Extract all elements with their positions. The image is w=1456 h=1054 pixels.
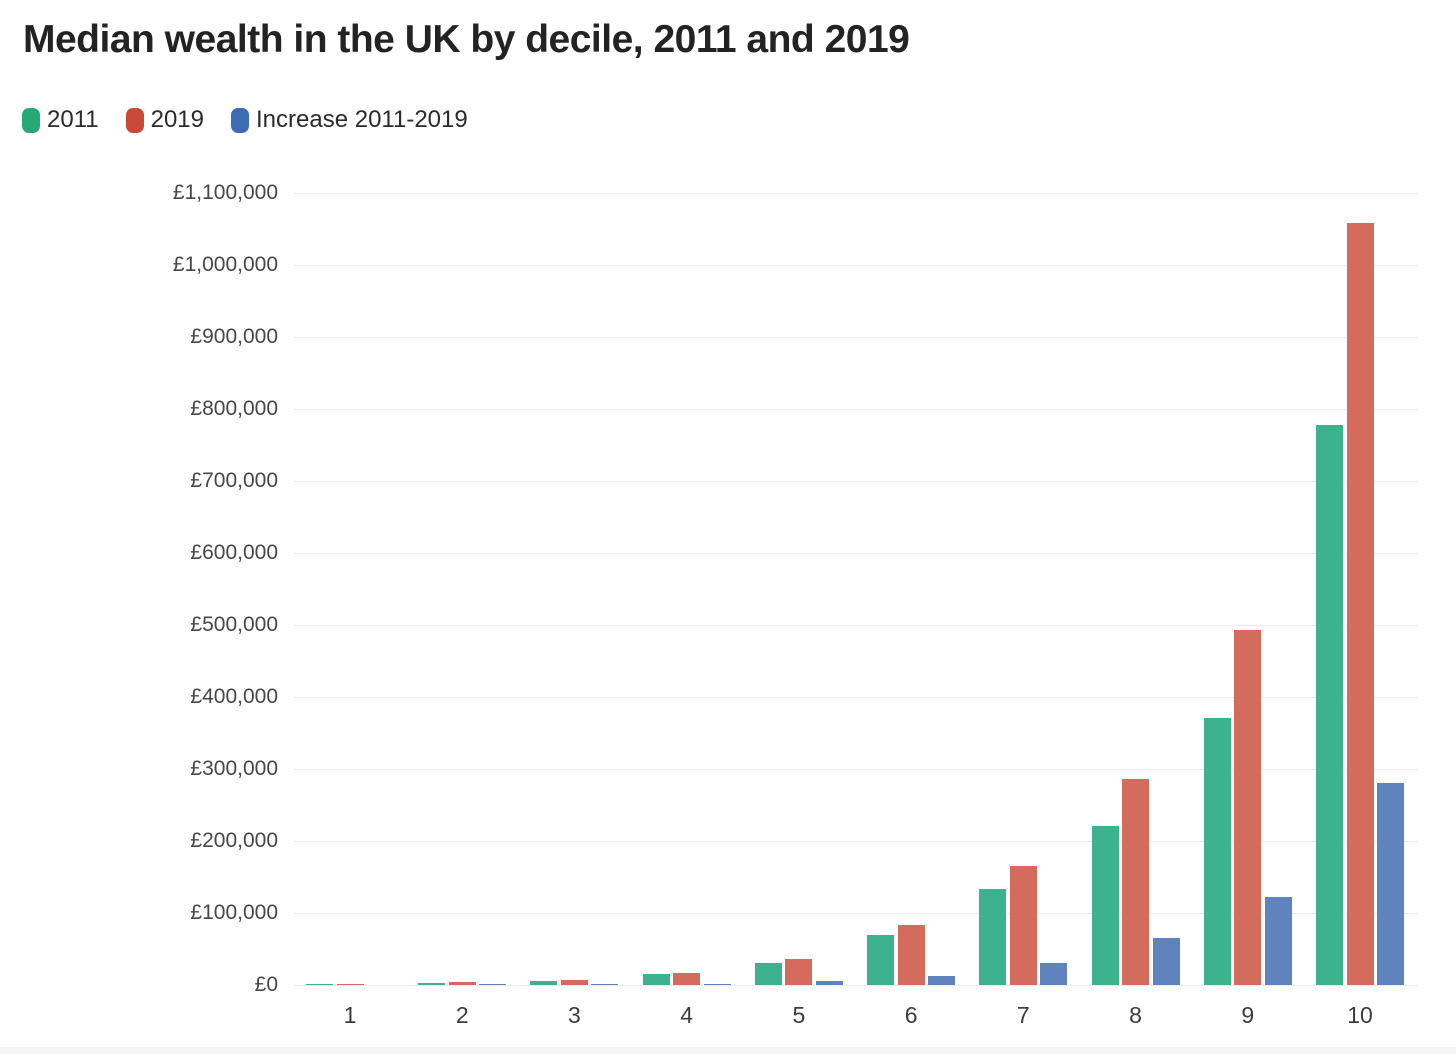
x-axis-tick-label-decile-10: 10 <box>1347 1002 1373 1028</box>
legend-swatch-icon <box>231 107 249 133</box>
gridline-100000 <box>293 913 1418 914</box>
bar-2011-decile-1 <box>306 984 333 985</box>
x-axis-tick-label-decile-3: 3 <box>568 1002 581 1028</box>
y-axis-tick-label: £400,000 <box>190 685 278 708</box>
y-axis-tick-label: £900,000 <box>190 325 278 348</box>
bar-2019-decile-4 <box>673 972 701 985</box>
bar-2019-decile-5 <box>785 959 813 985</box>
y-axis-tick-label: £700,000 <box>190 469 278 492</box>
bar-increase-2011-2019-decile-4 <box>703 983 731 985</box>
y-axis-tick-label: £800,000 <box>190 397 278 420</box>
y-axis-tick-label: £300,000 <box>190 757 278 780</box>
legend-swatch-icon <box>125 107 144 133</box>
bar-2011-decile-3 <box>530 980 558 985</box>
bar-2019-decile-7 <box>1009 866 1037 985</box>
legend-item-2019: 2019 <box>125 106 204 134</box>
bar-increase-2011-2019-decile-3 <box>591 984 619 985</box>
bar-2019-decile-2 <box>448 982 476 985</box>
bar-increase-2011-2019-decile-2 <box>479 984 507 985</box>
y-axis-tick-label: £600,000 <box>190 541 278 564</box>
bar-2019-decile-9 <box>1234 630 1262 985</box>
x-axis-tick-label-decile-7: 7 <box>1016 1002 1030 1028</box>
y-axis-tick-label: £100,000 <box>190 901 278 924</box>
legend-label: 2019 <box>150 106 204 133</box>
gridline-0 <box>293 985 1418 986</box>
bar-2011-decile-9 <box>1203 717 1231 985</box>
bar-2019-decile-3 <box>560 979 588 985</box>
bar-2011-decile-8 <box>1091 825 1119 985</box>
x-axis-tick-label-decile-5: 5 <box>792 1002 806 1028</box>
x-axis-tick-label-decile-9: 9 <box>1241 1002 1255 1028</box>
gridline-500000 <box>293 625 1418 626</box>
gridline-900000 <box>293 337 1418 338</box>
legend-item-increase-2011-2019: Increase 2011-2019 <box>231 106 468 134</box>
gridline-300000 <box>293 769 1418 770</box>
bar-increase-2011-2019-decile-8 <box>1152 938 1180 985</box>
bar-2019-decile-1 <box>336 984 364 985</box>
bar-2011-decile-6 <box>867 934 895 985</box>
gridline-800000 <box>293 409 1418 410</box>
x-axis-tick-label-decile-6: 6 <box>904 1002 918 1028</box>
bar-2011-decile-4 <box>642 974 670 985</box>
legend-label: Increase 2011-2019 <box>256 106 468 133</box>
bar-2019-decile-6 <box>897 925 925 985</box>
y-axis-tick-label: £1,100,000 <box>172 181 278 204</box>
chart-title: Median wealth in the UK by decile, 2011 … <box>23 18 910 61</box>
bar-2019-decile-10 <box>1346 223 1374 985</box>
legend-item-2011: 2011 <box>22 106 99 134</box>
y-axis-tick-label: £200,000 <box>190 829 278 852</box>
bar-increase-2011-2019-decile-6 <box>928 975 956 985</box>
bar-increase-2011-2019-decile-9 <box>1264 897 1292 985</box>
bar-2011-decile-5 <box>754 962 782 985</box>
legend: 2011 2019 Increase 2011-2019 <box>22 106 468 134</box>
x-axis-tick-label-decile-4: 4 <box>680 1002 694 1028</box>
gridline-200000 <box>293 841 1418 842</box>
gridline-400000 <box>293 697 1418 698</box>
y-axis-tick-label: £1,000,000 <box>172 253 278 276</box>
bar-2011-decile-7 <box>979 888 1007 985</box>
gridline-700000 <box>293 481 1418 482</box>
bar-2011-decile-10 <box>1316 424 1343 985</box>
bar-increase-2011-2019-decile-10 <box>1377 783 1404 985</box>
x-axis-tick-label-decile-2: 2 <box>455 1002 469 1028</box>
y-axis-tick-label: £0 <box>254 973 278 996</box>
gridline-600000 <box>293 553 1418 554</box>
x-axis-tick-label-decile-1: 1 <box>343 1002 357 1028</box>
next-section-edge <box>0 1047 1456 1054</box>
bar-2019-decile-8 <box>1122 779 1150 985</box>
bar-increase-2011-2019-decile-7 <box>1040 962 1068 985</box>
gridline-1100000 <box>293 193 1418 194</box>
bar-increase-2011-2019-decile-5 <box>815 981 843 985</box>
x-axis-tick-label-decile-8: 8 <box>1129 1002 1142 1028</box>
legend-swatch-icon <box>22 107 40 133</box>
gridline-1000000 <box>293 265 1418 266</box>
legend-label: 2011 <box>47 106 99 133</box>
y-axis-tick-label: £500,000 <box>190 613 278 636</box>
bar-2011-decile-2 <box>418 982 446 985</box>
